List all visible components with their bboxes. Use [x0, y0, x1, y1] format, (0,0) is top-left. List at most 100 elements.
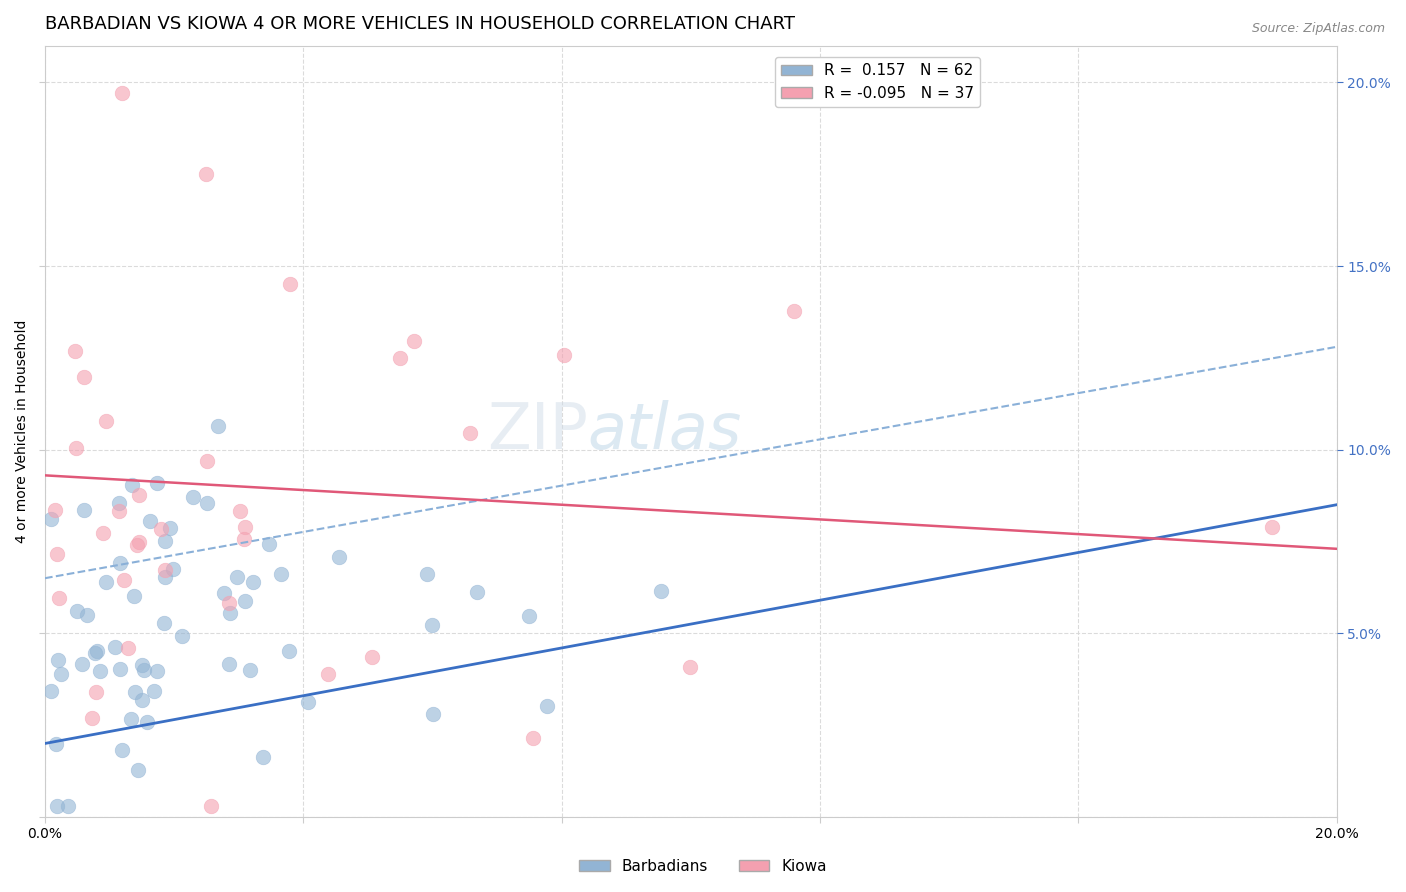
Point [142, 684, 165, 698]
Point [112, 573, 135, 587]
Point [416, 566, 439, 581]
Point [226, 570, 249, 584]
Point [94, 414, 117, 428]
Point [404, 334, 426, 348]
Point [63, 344, 86, 359]
Point [252, 749, 274, 764]
Point [84, 646, 107, 660]
Point [89, 664, 111, 678]
Point [108, 662, 131, 676]
Point [197, 496, 219, 510]
Point [422, 707, 444, 722]
Point [212, 585, 235, 599]
Point [107, 496, 129, 510]
Point [783, 304, 806, 318]
Point [153, 615, 176, 630]
Point [218, 657, 240, 672]
Point [146, 664, 169, 678]
Point [46, 653, 69, 667]
Point [278, 644, 301, 658]
Point [218, 596, 240, 610]
Point [111, 87, 134, 101]
Point [45, 737, 67, 751]
Point [73, 370, 96, 384]
Text: BARBADIAN VS KIOWA 4 OR MORE VEHICLES IN HOUSEHOLD CORRELATION CHART: BARBADIAN VS KIOWA 4 OR MORE VEHICLES IN… [45, 15, 794, 33]
Point [120, 712, 142, 726]
Point [49, 667, 72, 681]
Point [1261, 520, 1284, 534]
Point [153, 533, 176, 548]
Point [46, 547, 69, 561]
Point [270, 567, 292, 582]
Point [41, 512, 63, 526]
Point [82, 711, 104, 725]
Text: atlas: atlas [588, 401, 742, 462]
Point [146, 476, 169, 491]
Point [94, 574, 117, 589]
Point [181, 490, 204, 504]
Point [159, 521, 181, 535]
Point [139, 514, 162, 528]
Point [458, 425, 481, 440]
Point [111, 742, 134, 756]
Point [297, 695, 319, 709]
Point [233, 593, 256, 607]
Point [553, 348, 575, 362]
Point [108, 556, 131, 570]
Point [389, 351, 412, 365]
Point [316, 666, 339, 681]
Point [131, 693, 153, 707]
Point [46, 798, 69, 813]
Point [65, 442, 87, 456]
Point [73, 503, 96, 517]
Point [108, 504, 131, 518]
Point [122, 589, 145, 603]
Point [465, 585, 488, 599]
Point [360, 649, 382, 664]
Point [153, 570, 176, 584]
Point [66, 604, 89, 618]
Point [522, 731, 544, 746]
Point [117, 640, 139, 655]
Point [127, 763, 149, 777]
Legend: Barbadians, Kiowa: Barbadians, Kiowa [572, 853, 834, 880]
Point [135, 715, 157, 730]
Point [131, 657, 153, 672]
Text: Source: ZipAtlas.com: Source: ZipAtlas.com [1251, 22, 1385, 36]
Point [76, 608, 98, 623]
Point [195, 454, 218, 468]
Point [149, 522, 172, 536]
Point [517, 608, 540, 623]
Point [650, 583, 672, 598]
Point [242, 574, 264, 589]
Point [128, 534, 150, 549]
Point [91, 526, 114, 541]
Y-axis label: 4 or more Vehicles in Household: 4 or more Vehicles in Household [15, 319, 30, 543]
Point [84, 684, 107, 698]
Point [44, 502, 66, 516]
Legend: R =  0.157   N = 62, R = -0.095   N = 37: R = 0.157 N = 62, R = -0.095 N = 37 [775, 57, 980, 107]
Point [41, 683, 63, 698]
Point [257, 537, 280, 551]
Point [328, 549, 350, 564]
Text: ZIP: ZIP [486, 401, 588, 462]
Point [134, 663, 156, 677]
Point [125, 538, 148, 552]
Point [121, 477, 143, 491]
Point [229, 504, 252, 518]
Point [679, 660, 702, 674]
Point [536, 699, 558, 714]
Point [70, 657, 93, 671]
Point [162, 562, 184, 576]
Point [128, 488, 150, 502]
Point [104, 640, 127, 655]
Point [420, 617, 443, 632]
Point [155, 563, 177, 577]
Point [56, 798, 79, 813]
Point [48, 591, 70, 606]
Point [195, 167, 218, 181]
Point [86, 644, 108, 658]
Point [280, 277, 302, 292]
Point [233, 520, 256, 534]
Point [172, 629, 194, 643]
